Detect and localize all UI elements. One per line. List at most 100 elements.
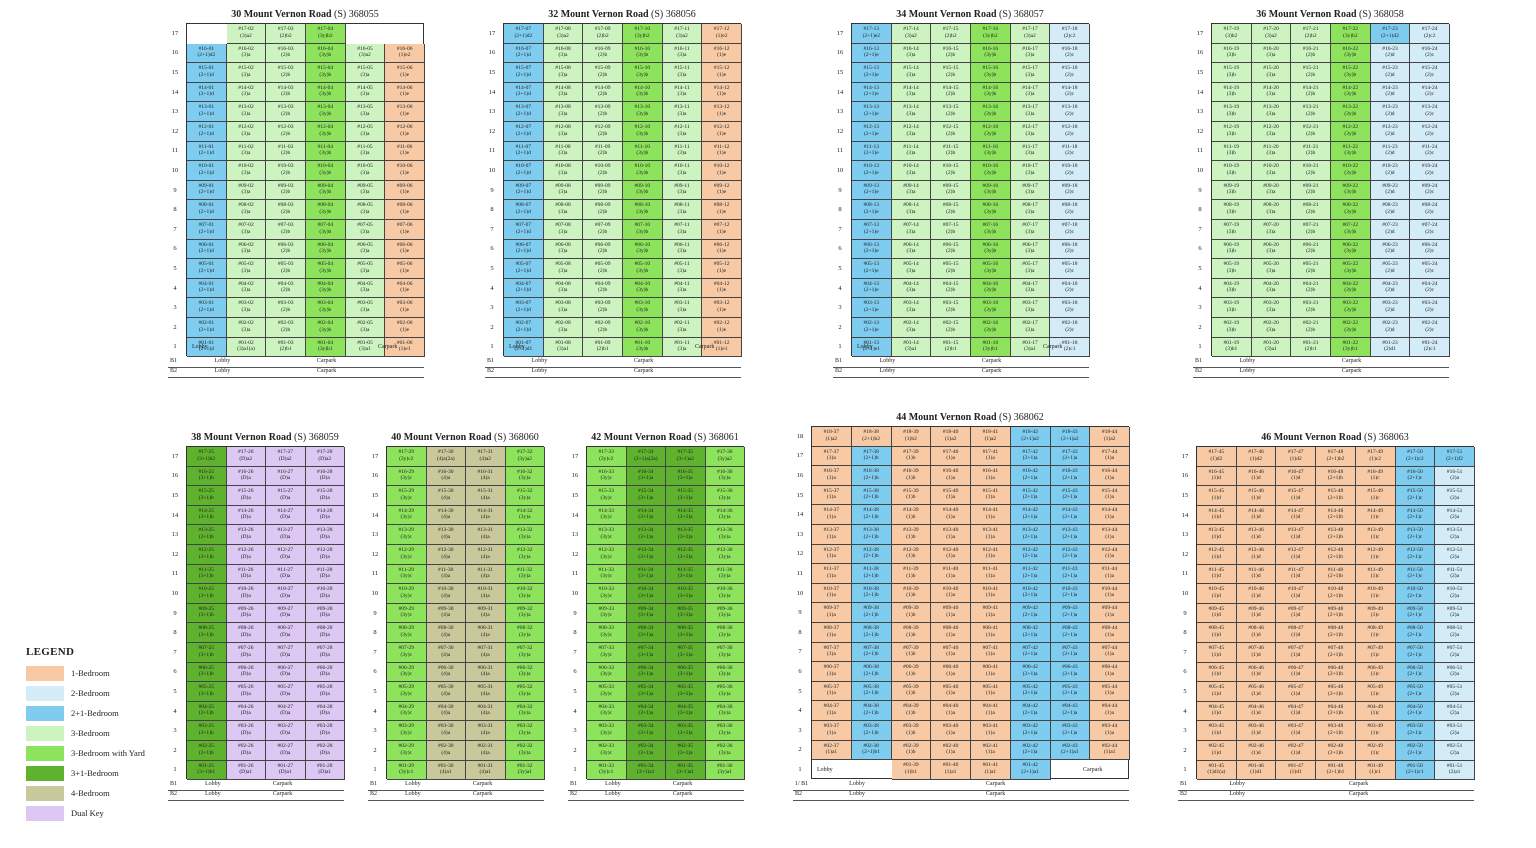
unit-cell: #13-37 (1)a [812, 525, 852, 545]
floor-label: 12 [171, 127, 179, 135]
unit-cell: #08-44 (1)a [1090, 623, 1130, 643]
unit-number: #15-08 [555, 65, 571, 72]
unit-cell: #14-03 (2)b [266, 82, 306, 103]
unit-number: #05-14 [903, 261, 919, 268]
unit-type: (3)a [677, 346, 687, 353]
unit-cell: #01-22 (3y)b1 [1331, 337, 1371, 358]
unit-type: (3y)b [984, 248, 997, 255]
unit-type: (2+1)e [863, 130, 879, 137]
unit-cell: #02-46 (1)d [1236, 741, 1277, 761]
unit-type: (3y)b [984, 189, 997, 196]
basement-lobby: Lobby [849, 780, 865, 787]
unit-cell: #05-49 (1)c [1355, 682, 1396, 702]
unit-type: (3y)b [636, 169, 649, 176]
unit-type: (2+1)d [515, 208, 531, 215]
unit-number: #04-19 [1223, 280, 1240, 287]
unit-type: (3y)a [718, 592, 731, 599]
unit-type: (3y)b [319, 52, 332, 59]
unit-number: #14-02 [238, 84, 254, 91]
basement-lobby: Lobby [214, 368, 231, 375]
unit-type: (1)d [1291, 651, 1301, 658]
unit-cell: #09-12 (1)e [702, 180, 742, 201]
unit-type: (2+1)b [1327, 592, 1343, 599]
unit-number: #13-06 [396, 104, 413, 111]
unit-type: (3)b [1226, 189, 1236, 196]
floor-label: 1 [1198, 343, 1202, 351]
unit-cell: #05-32 (3y)a [505, 682, 545, 702]
unit-cell: #03-40 (1)a [931, 721, 971, 741]
unit-number: #09-30 [437, 605, 454, 612]
unit-cell: #06-39 (1)b [891, 662, 932, 682]
unit-number: #15-44 [1101, 487, 1118, 494]
unit-type: (D)a [319, 475, 330, 482]
unit-type: (3+1)b1 [197, 769, 216, 776]
unit-type: (2+1)d2 [197, 52, 216, 59]
block-postal: (S) 368058 [1356, 9, 1404, 20]
unit-number: #14-30 [437, 507, 454, 514]
unit-type: (4)a [480, 690, 490, 697]
unit-type: (4)a [480, 729, 490, 736]
unit-number: #11-14 [903, 143, 919, 150]
block-postal: (S) 368060 [491, 432, 539, 443]
unit-cell: #08-26 (D)a [226, 623, 266, 643]
unit-type: (2+1)d [515, 150, 531, 157]
unit-type: (1)a [1105, 455, 1115, 462]
unit-type: (D)a [319, 553, 330, 560]
unit-cell: #04-09 (2)b [583, 278, 623, 299]
unit-type: (2+1)d [515, 287, 531, 294]
unit-number: #12-37 [823, 546, 840, 553]
legend: LEGEND 1-Bedroom 2-Bedroom 2+1-Bedroom 3-Be… [26, 646, 145, 823]
unit-type: (2+1)a2 [1021, 435, 1039, 442]
unit-cell: #16-39 (1)b [891, 466, 932, 486]
unit-cell: #16-46 (1)d [1236, 466, 1277, 487]
unit-cell: #07-33 (3y)c [587, 643, 627, 663]
floor-label: 15 [1181, 492, 1189, 499]
unit-type: (1)d [1211, 475, 1221, 482]
unit-number: #09-06 [396, 182, 413, 189]
unit-number: #14-32 [516, 507, 533, 514]
floor-label: 8 [838, 206, 842, 214]
floor-label: 13 [488, 108, 496, 116]
unit-cell: #05-33 (3y)c [587, 682, 627, 702]
unit-type: (3)a [360, 169, 370, 176]
unit-number: #14-46 [1248, 507, 1264, 514]
unit-number: #07-45 [1208, 645, 1225, 651]
unit-cell: #14-48 (2+1)b [1316, 505, 1356, 526]
unit-number: #07-08 [555, 222, 571, 228]
unit-number: #06-06 [396, 241, 413, 248]
unit-cell: #10-23 (2)d [1370, 161, 1411, 181]
unit-cell: #02-34 (3+1)a [626, 741, 666, 761]
unit-number: #12-51 [1446, 547, 1463, 553]
unit-cell: #04-28 (D)a [305, 701, 345, 722]
unit-type: (3)a [241, 189, 251, 196]
unit-number: #13-38 [863, 527, 879, 533]
unit-number: #10-40 [942, 585, 959, 592]
unit-number: #11-09 [594, 143, 611, 150]
floor-label: 15 [171, 492, 179, 499]
unit-type: (2)b [1306, 71, 1316, 78]
unit-number: #13-03 [277, 104, 294, 111]
unit-cell: #09-35 (3+1)a [666, 603, 706, 624]
unit-number: #14-09 [594, 84, 611, 91]
unit-number: #02-29 [398, 743, 415, 749]
unit-type: (1)a [985, 670, 995, 677]
unit-cell: #12-16 (3y)b [971, 122, 1011, 142]
unit-number: #07-16 [982, 222, 999, 228]
unit-cell: #02-15 (2)b [931, 318, 971, 338]
unit-number: #08-51 [1446, 625, 1463, 632]
floor-label: 9 [173, 186, 177, 194]
unit-cell: #16-24 (2)c [1410, 43, 1450, 64]
unit-cell: #04-18 (2)c [1050, 278, 1090, 299]
unit-type: (D)a [319, 494, 330, 501]
unit-cell: #13-40 (1)a [931, 525, 971, 545]
unit-type: (2+1)c [1407, 494, 1423, 501]
unit-type: (D)a [319, 690, 330, 697]
unit-cell: #02-10 (3y)b [623, 318, 663, 338]
unit-cell: #14-47 (1)d [1276, 505, 1317, 526]
unit-number: #01-24 [1421, 339, 1438, 346]
unit-cell: #10-04 (3y)b [306, 161, 346, 181]
unit-type: (D)a [319, 671, 330, 678]
unit-cell: #13-03 (2)b [266, 102, 306, 122]
unit-number: #10-26 [237, 586, 254, 593]
unit-number: #02-09 [594, 320, 611, 326]
